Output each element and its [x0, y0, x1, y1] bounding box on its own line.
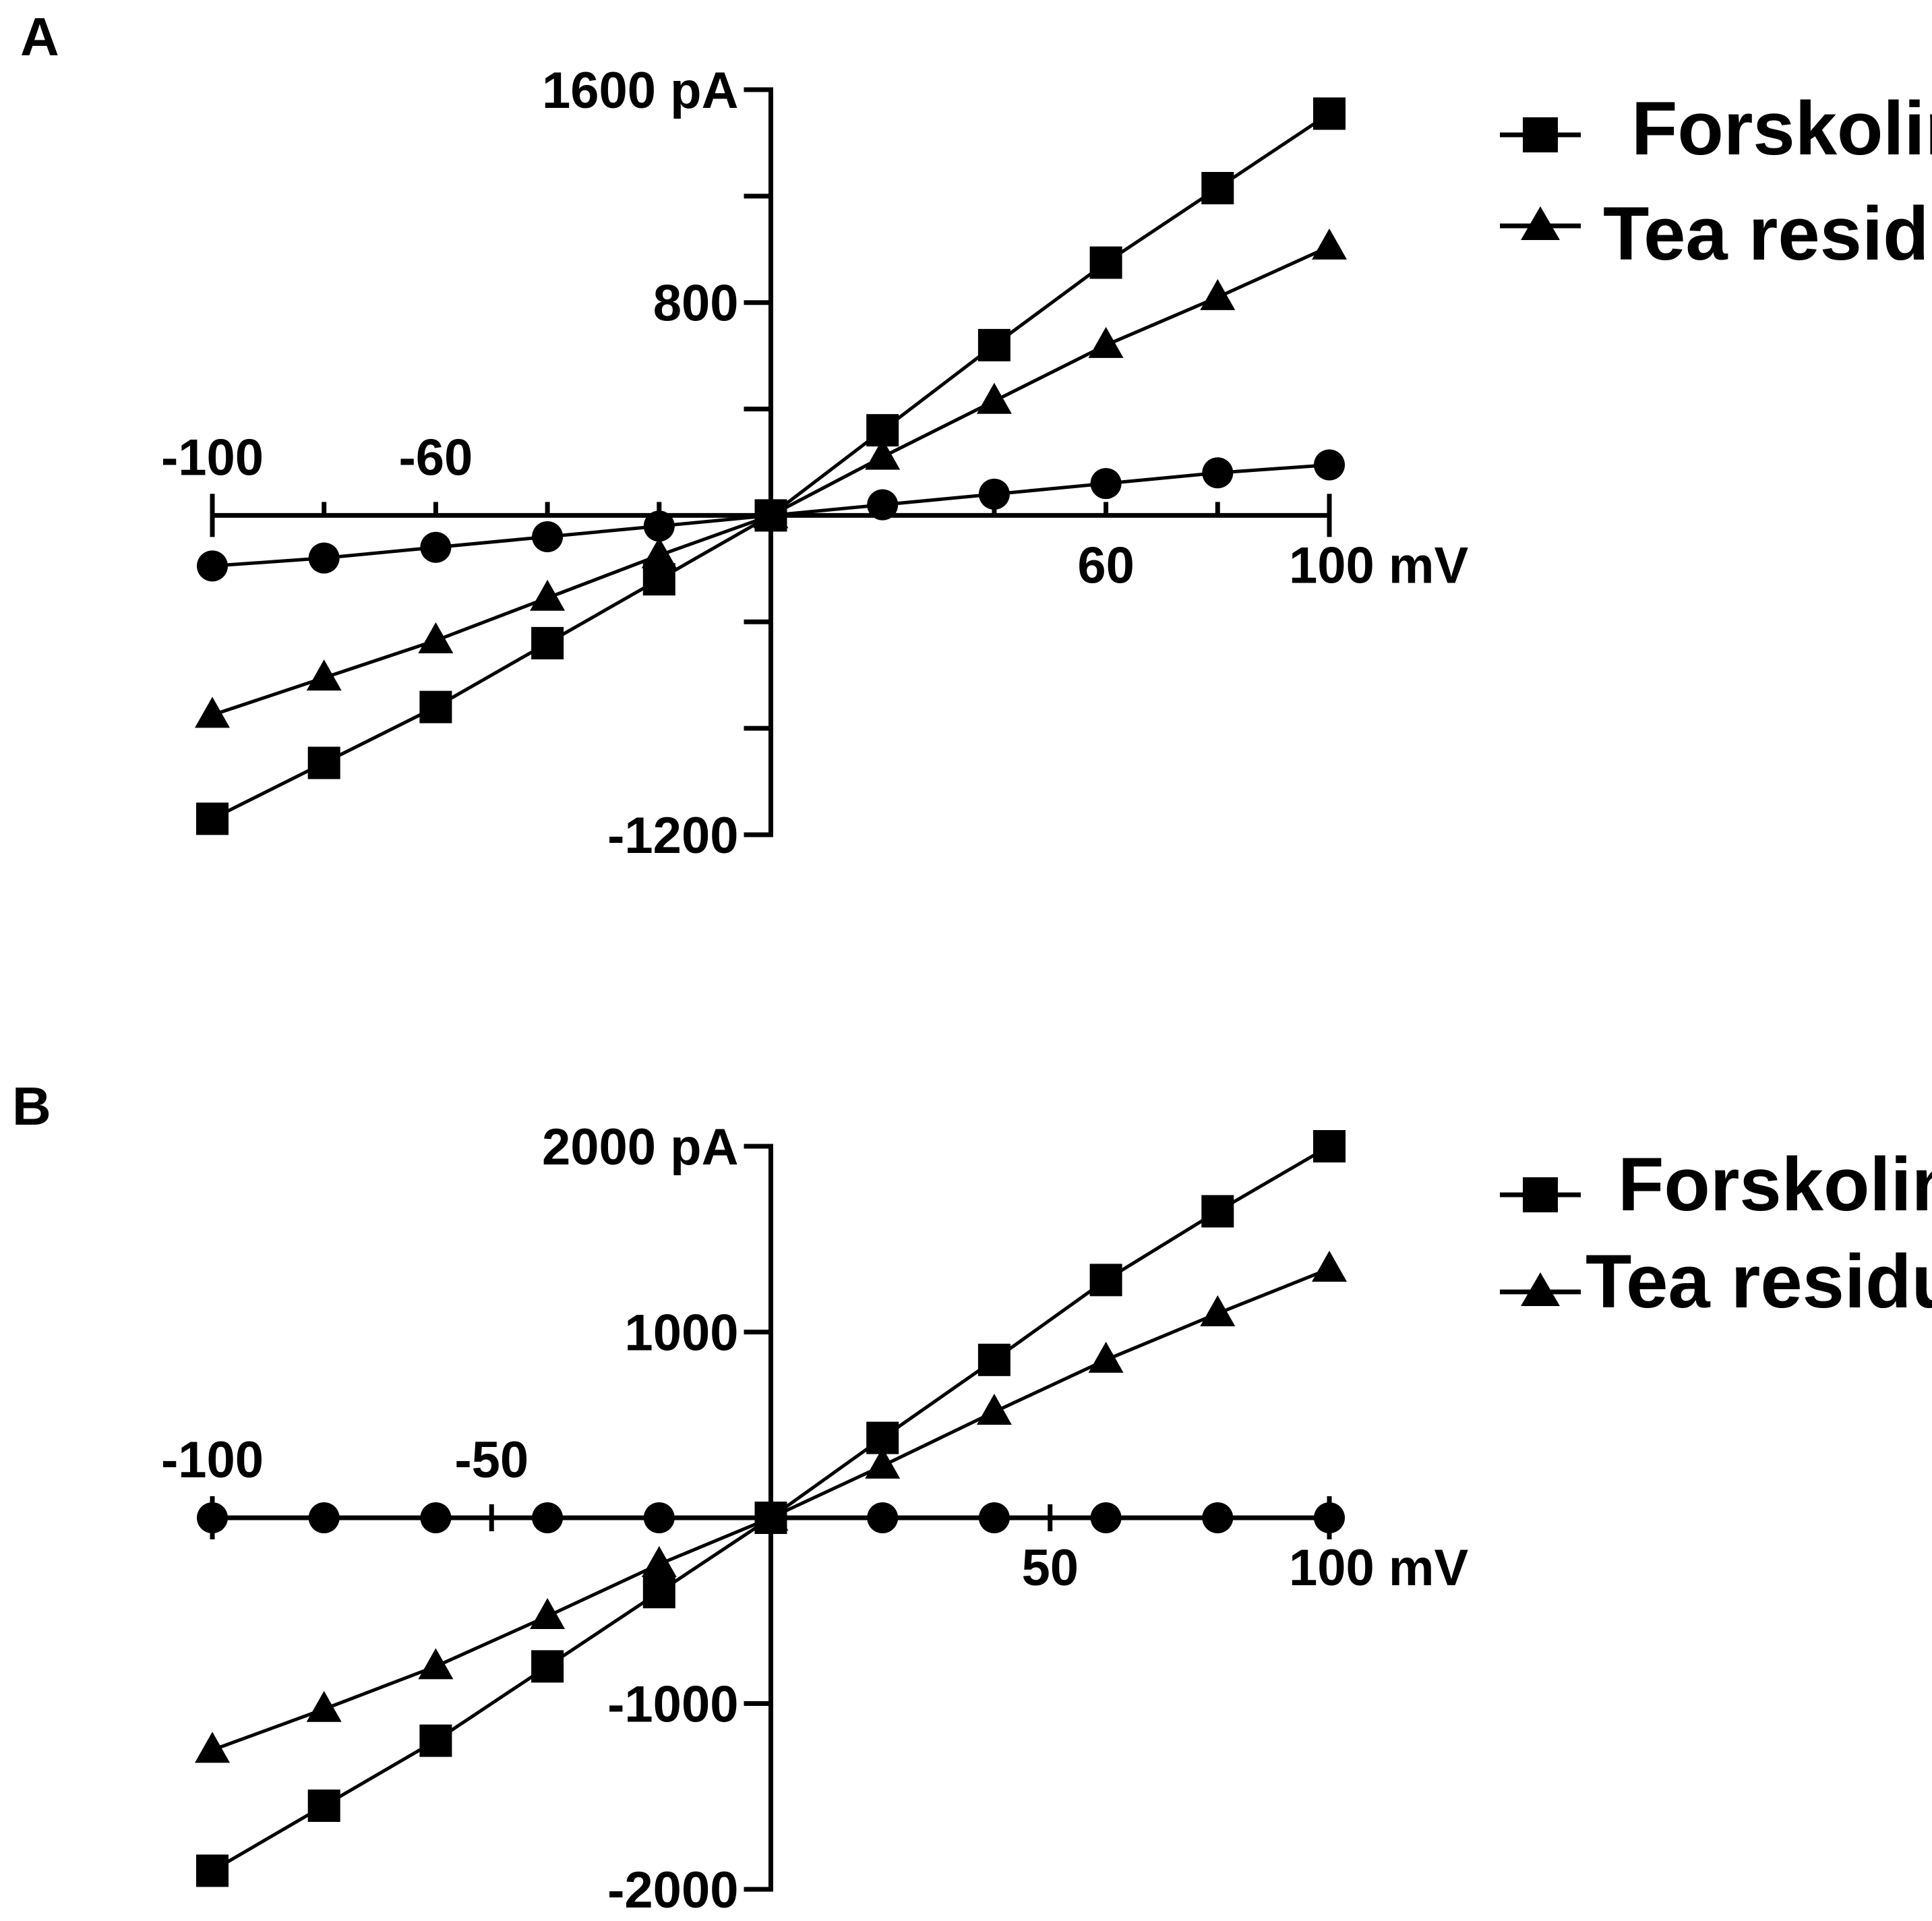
x-tick-label: -60 — [398, 429, 473, 486]
x-tick-label: 100 mV — [1289, 1539, 1468, 1597]
legend-square-marker — [1523, 1177, 1558, 1212]
data-point-tea-residue — [1088, 326, 1124, 358]
legend-label-forskolin: Forskolin — [1631, 86, 1932, 171]
data-point-tea-residue — [865, 1447, 901, 1479]
data-point-control — [867, 489, 899, 521]
data-point-forskolin — [419, 690, 452, 723]
data-point-forskolin — [642, 563, 675, 596]
data-point-tea-residue — [1088, 1341, 1124, 1373]
data-point-tea-residue — [418, 1648, 454, 1680]
data-point-forskolin — [1089, 1264, 1122, 1297]
panel-a-series — [195, 97, 1347, 835]
data-point-tea-residue — [641, 537, 677, 568]
data-point-control — [867, 1502, 899, 1533]
data-point-tea-residue — [195, 697, 230, 728]
legend-label-tea-residue: Tea residue — [1603, 191, 1932, 276]
legend-label-forskolin: Forskolin — [1618, 1142, 1932, 1227]
data-point-control — [532, 1502, 564, 1533]
x-tick-label: -50 — [454, 1431, 529, 1489]
data-point-tea-residue — [1200, 278, 1236, 310]
data-point-tea-residue — [530, 1598, 566, 1630]
data-point-forskolin — [977, 1343, 1010, 1376]
panel-a-label: A — [20, 7, 59, 67]
data-point-control — [420, 1502, 452, 1533]
data-point-control — [755, 1502, 787, 1533]
data-point-forskolin — [307, 746, 340, 779]
data-point-control — [1202, 457, 1234, 489]
data-point-control — [1090, 1502, 1122, 1533]
data-point-tea-residue — [1312, 1250, 1347, 1282]
x-tick-label: -100 — [161, 1431, 264, 1489]
data-point-forskolin — [307, 1790, 340, 1823]
data-point-control — [308, 1502, 340, 1533]
data-point-control — [1314, 449, 1345, 481]
data-point-tea-residue — [976, 1393, 1012, 1425]
data-point-control — [197, 1502, 228, 1533]
data-point-tea-residue — [1200, 1295, 1236, 1326]
y-tick-label: 800 — [653, 275, 739, 332]
data-point-tea-residue — [976, 382, 1012, 414]
data-point-control — [1090, 468, 1122, 500]
y-tick-label: -1200 — [607, 807, 738, 864]
data-point-control — [308, 542, 340, 574]
y-tick-label: -2000 — [607, 1862, 738, 1919]
panel-b-series — [195, 1130, 1347, 1887]
data-point-control — [978, 478, 1010, 510]
data-point-forskolin — [1313, 97, 1346, 130]
data-point-control — [643, 510, 675, 542]
data-point-tea-residue — [195, 1732, 230, 1763]
panel-b-label: B — [12, 1076, 51, 1136]
data-point-tea-residue — [306, 659, 342, 691]
x-tick-label: -100 — [161, 429, 264, 486]
data-point-forskolin — [419, 1724, 452, 1757]
panel-b-legend: Forskolin Tea residue — [1500, 1142, 1932, 1324]
data-point-control — [755, 500, 787, 531]
data-point-tea-residue — [306, 1690, 342, 1722]
data-point-control — [420, 531, 452, 563]
panel-b-chart: B -100 -50 50 100 mV 2000 pA 1000 -1000 -2000 F… — [12, 1076, 1932, 1919]
legend-triangle-marker — [1521, 1272, 1560, 1306]
data-point-forskolin — [1089, 246, 1122, 279]
y-tick-label: -1000 — [607, 1676, 738, 1734]
data-point-forskolin — [196, 1854, 229, 1887]
data-point-forskolin — [531, 626, 564, 659]
data-point-control — [643, 1502, 675, 1533]
x-tick-label: 60 — [1077, 537, 1135, 594]
x-tick-label: 50 — [1021, 1539, 1079, 1597]
data-point-tea-residue — [641, 1545, 677, 1577]
legend-square-marker — [1523, 117, 1558, 152]
data-point-forskolin — [977, 328, 1010, 361]
data-point-control — [978, 1502, 1010, 1533]
legend-label-tea-residue: Tea residue — [1586, 1239, 1932, 1324]
y-tick-label: 1600 pA — [542, 62, 739, 119]
panel-a-legend: Forskolin Tea residue — [1500, 86, 1932, 276]
data-point-forskolin — [1313, 1130, 1346, 1162]
data-point-forskolin — [531, 1650, 564, 1683]
data-point-control — [1314, 1502, 1345, 1533]
panel-a-axes: -100 -60 60 100 mV 1600 pA 800 -1200 — [161, 62, 1469, 864]
panel-a-chart: A -100 -60 60 100 mV 1600 pA 800 -1200 Forskol… — [20, 7, 1932, 864]
data-point-tea-residue — [530, 579, 566, 611]
data-point-control — [197, 550, 228, 582]
data-point-forskolin — [642, 1576, 675, 1609]
y-tick-label: 1000 — [624, 1305, 738, 1362]
data-point-tea-residue — [865, 438, 901, 470]
x-tick-label: 100 mV — [1289, 537, 1468, 594]
data-point-tea-residue — [418, 622, 454, 653]
data-point-tea-residue — [1312, 228, 1347, 260]
data-point-forskolin — [1201, 172, 1234, 205]
data-point-control — [1202, 1502, 1234, 1533]
data-point-control — [532, 521, 564, 552]
legend-triangle-marker — [1521, 206, 1560, 240]
data-point-forskolin — [196, 802, 229, 835]
data-point-forskolin — [1201, 1195, 1234, 1228]
y-tick-label: 2000 pA — [542, 1119, 739, 1176]
